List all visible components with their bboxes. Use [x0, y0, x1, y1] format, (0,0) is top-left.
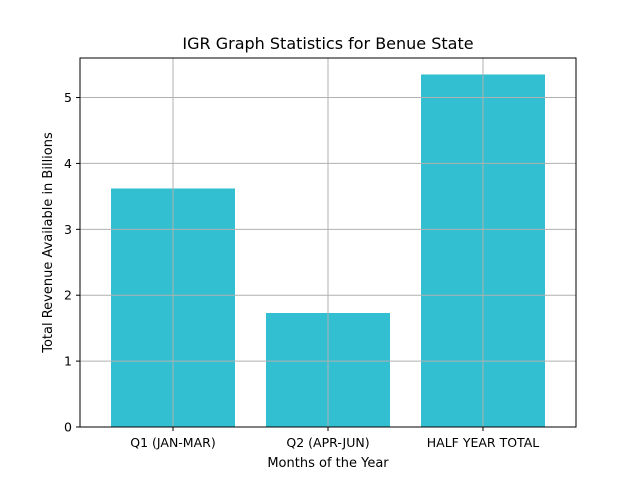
- y-tick-label: 5: [64, 90, 72, 105]
- x-tick-label: Q1 (JAN-MAR): [130, 435, 215, 450]
- y-tick-label: 3: [64, 222, 72, 237]
- chart-title: IGR Graph Statistics for Benue State: [182, 34, 473, 53]
- x-tick-label: HALF YEAR TOTAL: [427, 435, 540, 450]
- y-tick-label: 4: [64, 156, 72, 171]
- y-axis-label: Total Revenue Available in Billions: [41, 132, 56, 354]
- y-tick-label: 1: [64, 354, 72, 369]
- y-tick-label: 0: [64, 420, 72, 435]
- x-axis-label: Months of the Year: [267, 456, 389, 471]
- y-tick-label: 2: [64, 288, 72, 303]
- y-axis-ticks: 0 1 2 3 4 5: [64, 90, 80, 435]
- x-tick-label: Q2 (APR-JUN): [286, 435, 369, 450]
- x-axis-ticks: Q1 (JAN-MAR) Q2 (APR-JUN) HALF YEAR TOTAL: [130, 427, 539, 450]
